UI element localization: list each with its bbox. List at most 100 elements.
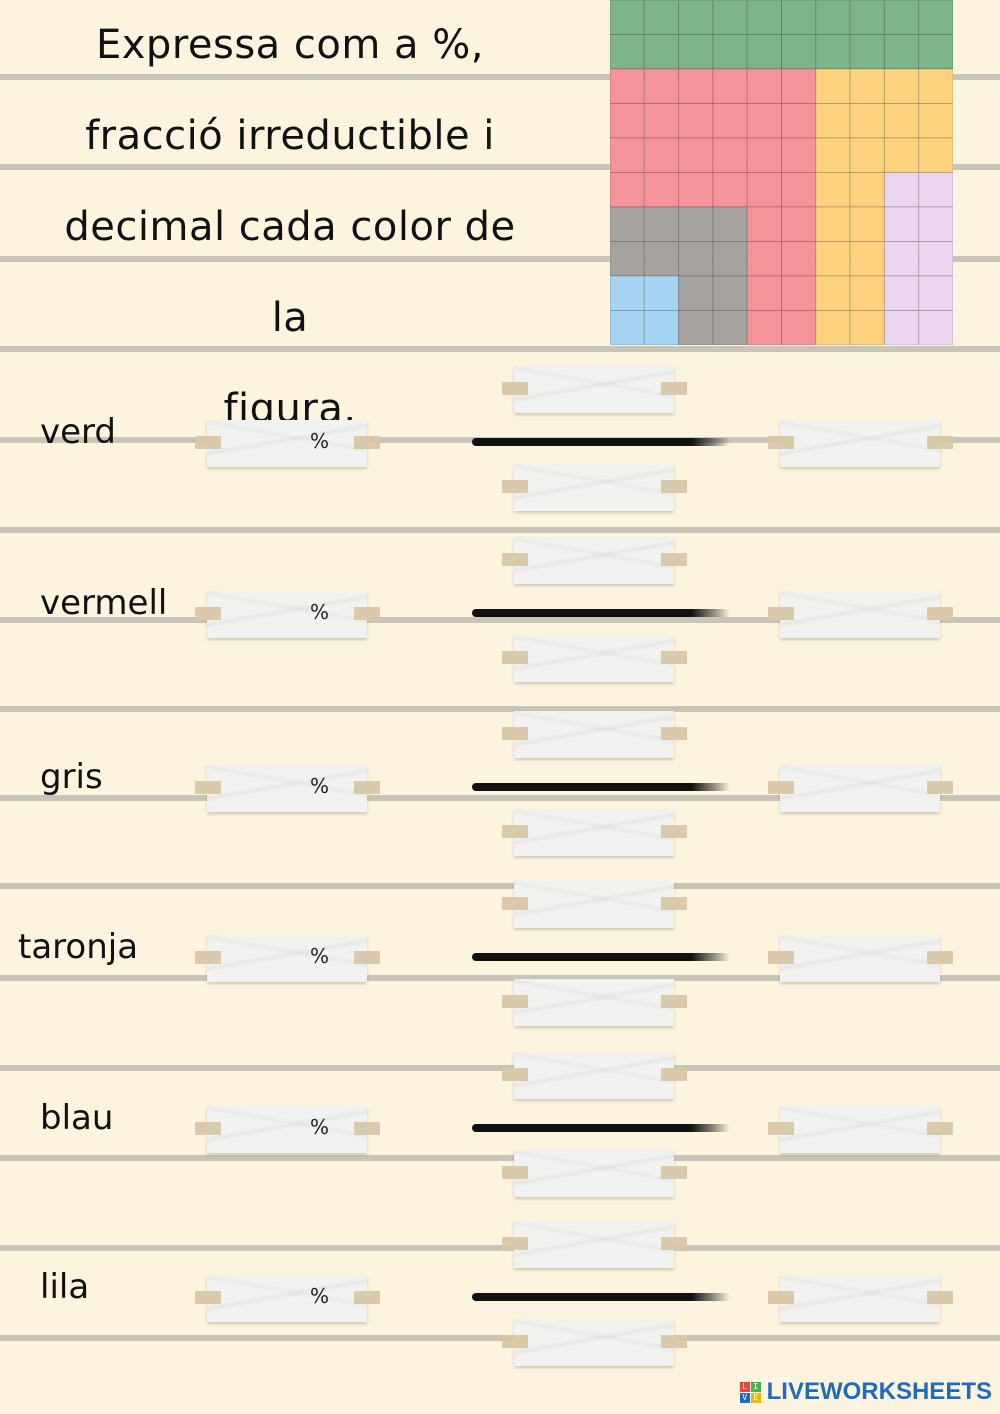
tape-piece [927,436,953,449]
grid-cell [746,206,782,242]
percent-input[interactable] [207,1275,367,1322]
grid-cell [883,241,920,277]
tape-piece [502,1166,528,1179]
grid-cell [643,310,680,346]
grid-cell [781,34,817,70]
fraction-bar [472,438,730,446]
grid-cell [678,241,714,277]
percent-input[interactable] [207,935,367,982]
tape-piece [661,1166,687,1179]
grid-cell [609,206,645,242]
grid-cell [643,34,680,70]
numerator-input[interactable] [514,881,674,928]
numerator-input[interactable] [514,1221,674,1268]
tape-piece [661,897,687,910]
grid-cell [609,68,645,104]
denominator-input[interactable] [514,1150,674,1197]
ruled-line [0,795,1000,801]
tape-piece [354,1291,380,1304]
grid-cell [918,310,954,346]
tape-piece [768,781,794,794]
tape-piece [768,1291,794,1304]
decimal-input[interactable] [780,591,940,638]
ruled-line [0,1065,1000,1071]
decimal-input[interactable] [780,420,940,467]
footer-brand: LIVEWORKSHEETS [766,1378,992,1405]
grid-cell [678,0,714,35]
tape-piece [354,1122,380,1135]
grid-cell [746,34,782,70]
denominator-input[interactable] [514,635,674,682]
grid-cell [746,137,782,173]
grid-cell [746,275,782,311]
grid-cell [643,241,680,277]
numerator-input[interactable] [514,537,674,584]
tape-piece [661,825,687,838]
grid-cell [712,310,748,346]
ruled-line [0,74,1000,80]
tape-piece [195,436,221,449]
percent-input[interactable] [207,765,367,812]
grid-cell [815,34,851,70]
ruled-line [0,706,1000,712]
grid-cell [883,68,920,104]
tape-piece [502,995,528,1008]
grid-cell [712,137,748,173]
color-label: verd [40,412,117,452]
percent-sign: % [310,429,330,453]
grid-cell [609,0,645,35]
grid-cell [781,172,817,208]
grid-cell [883,172,920,208]
denominator-input[interactable] [514,809,674,856]
numerator-input[interactable] [514,711,674,758]
ruled-line [0,527,1000,533]
grid-cell [609,34,645,70]
tape-piece [502,382,528,395]
tape-piece [354,436,380,449]
grid-cell [849,137,885,173]
grid-cell [678,137,714,173]
denominator-input[interactable] [514,979,674,1026]
grid-cell [849,103,885,139]
numerator-input[interactable] [514,366,674,413]
tape-piece [927,607,953,620]
percent-sign: % [310,1115,330,1139]
tape-piece [768,436,794,449]
grid-cell [849,172,885,208]
denominator-input[interactable] [514,1319,674,1366]
ruled-line [0,1155,1000,1161]
fraction-bar [472,1124,730,1132]
title-line-2: fracció irreductible i [85,113,495,159]
grid-cell [918,68,954,104]
grid-cell [746,103,782,139]
denominator-input[interactable] [514,464,674,511]
percent-input[interactable] [207,420,367,467]
grid-cell [781,68,817,104]
grid-cell [883,0,920,35]
percent-input[interactable] [207,1106,367,1153]
decimal-input[interactable] [780,1275,940,1322]
grid-cell [815,275,851,311]
percent-input[interactable] [207,591,367,638]
tape-piece [661,727,687,740]
grid-cell [712,275,748,311]
decimal-input[interactable] [780,935,940,982]
grid-cell [849,0,885,35]
grid-cell [643,206,680,242]
tape-piece [502,1335,528,1348]
decimal-input[interactable] [780,765,940,812]
tape-piece [354,607,380,620]
tape-piece [768,1122,794,1135]
fraction-bar [472,1293,730,1301]
grid-cell [883,275,920,311]
grid-cell [781,241,817,277]
grid-cell [849,275,885,311]
tape-piece [661,1237,687,1250]
decimal-input[interactable] [780,1106,940,1153]
grid-cell [815,68,851,104]
numerator-input[interactable] [514,1052,674,1099]
grid-cell [918,241,954,277]
grid-cell [815,103,851,139]
grid-cell [781,137,817,173]
